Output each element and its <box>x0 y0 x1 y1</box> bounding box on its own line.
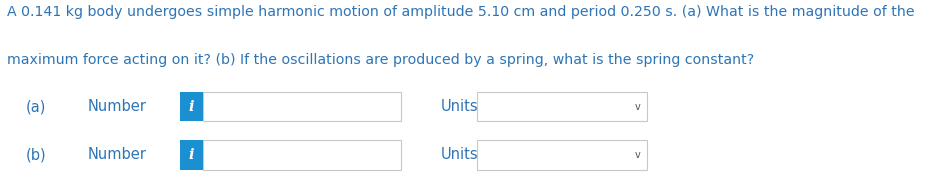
FancyBboxPatch shape <box>477 92 647 122</box>
Text: i: i <box>189 100 194 114</box>
Text: A 0.141 kg body undergoes simple harmonic motion of amplitude 5.10 cm and period: A 0.141 kg body undergoes simple harmoni… <box>7 5 915 19</box>
FancyBboxPatch shape <box>203 140 401 170</box>
Text: i: i <box>189 148 194 162</box>
Text: v: v <box>635 150 640 160</box>
FancyBboxPatch shape <box>180 140 203 170</box>
FancyBboxPatch shape <box>477 140 647 170</box>
Text: Units: Units <box>440 99 478 114</box>
Text: Number: Number <box>88 147 147 163</box>
Text: (b): (b) <box>26 147 46 163</box>
Text: v: v <box>635 102 640 112</box>
Text: Units: Units <box>440 147 478 163</box>
Text: (a): (a) <box>26 99 46 114</box>
Text: Number: Number <box>88 99 147 114</box>
FancyBboxPatch shape <box>203 92 401 122</box>
Text: maximum force acting on it? (b) If the oscillations are produced by a spring, wh: maximum force acting on it? (b) If the o… <box>7 53 755 67</box>
FancyBboxPatch shape <box>180 92 203 122</box>
